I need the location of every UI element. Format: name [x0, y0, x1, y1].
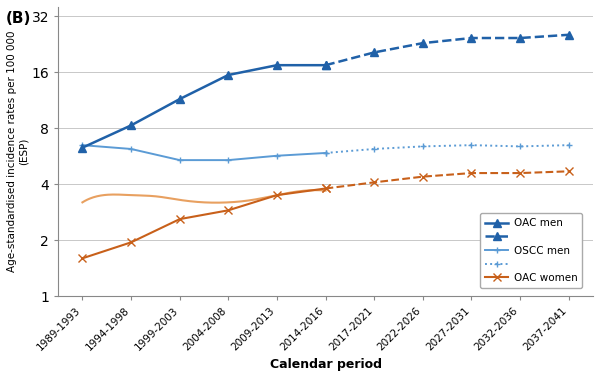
Text: (B): (B) — [6, 11, 31, 26]
X-axis label: Calendar period: Calendar period — [269, 358, 382, 371]
Legend: OAC men, , OSCC men, , OAC women: OAC men, , OSCC men, , OAC women — [480, 213, 583, 288]
Y-axis label: Age-standardised incidence rates per 100 000
(ESP): Age-standardised incidence rates per 100… — [7, 31, 29, 273]
